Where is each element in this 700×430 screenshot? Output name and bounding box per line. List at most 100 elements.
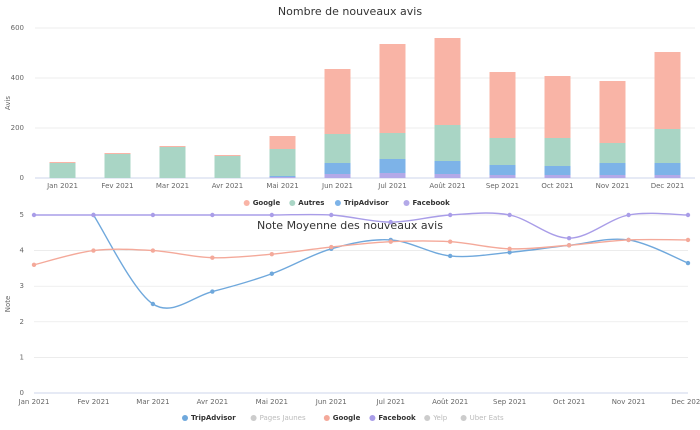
x-tick-label: Jul 2021	[377, 182, 407, 190]
point	[150, 248, 156, 253]
point	[507, 246, 512, 252]
bar-segment	[324, 134, 351, 163]
bar-segment	[159, 147, 186, 178]
bar-segment	[324, 69, 351, 134]
legend-swatch	[369, 415, 376, 421]
point	[210, 212, 215, 218]
point	[685, 260, 691, 266]
x-tick-label: Sep 2021	[486, 182, 519, 190]
legend-label: Google	[333, 414, 361, 422]
chart-title: Nombre de nouveaux avis	[278, 5, 422, 18]
x-tick-label: Oct 2021	[541, 182, 573, 190]
bar-segment	[214, 155, 241, 156]
bar-segment	[379, 173, 406, 178]
x-tick-label: Nov 2021	[596, 182, 630, 190]
point	[685, 237, 691, 243]
bar-segment	[269, 136, 296, 149]
y-tick-label: 0	[20, 389, 24, 397]
bar-segment	[434, 38, 461, 125]
bar-segment	[49, 162, 76, 163]
bar-segment	[599, 163, 626, 175]
series-line	[34, 212, 689, 239]
x-tick-label: Avr 2021	[197, 398, 228, 406]
bar-segment	[599, 175, 626, 178]
series-line	[92, 214, 689, 309]
x-tick-label: Jan 2021	[46, 182, 78, 190]
y-tick-label: 3	[20, 282, 24, 290]
bar-segment	[489, 175, 516, 178]
x-tick-label: Fev 2021	[101, 182, 133, 190]
point	[91, 248, 96, 253]
legend-label: Yelp	[432, 414, 448, 422]
point	[269, 212, 275, 218]
point	[91, 212, 96, 218]
bar-segment	[544, 76, 571, 138]
point	[329, 244, 334, 250]
x-tick-label: Fev 2021	[77, 398, 109, 406]
legend-label: TripAdvisor	[191, 414, 236, 422]
y-axis-label: Note	[4, 296, 12, 313]
bar-segment	[324, 174, 351, 178]
x-tick-label: Sep 2021	[493, 398, 526, 406]
legend-swatch	[182, 415, 188, 421]
bar-segment	[159, 146, 186, 147]
x-tick-label: Mar 2021	[136, 398, 169, 406]
point	[447, 239, 453, 244]
bar-segment	[654, 52, 681, 129]
y-tick-label: 5	[20, 211, 24, 219]
x-tick-label: Jul 2021	[375, 398, 405, 406]
point	[329, 212, 334, 218]
point	[626, 212, 631, 218]
y-tick-label: 2	[20, 318, 24, 326]
bar-segment	[434, 125, 461, 161]
bar-segment	[379, 133, 406, 159]
y-tick-label: 4	[20, 247, 25, 255]
bar-segment	[324, 163, 351, 174]
x-tick-label: Jan 2021	[18, 398, 50, 406]
y-axis-label: Avis	[4, 96, 12, 110]
point	[210, 255, 215, 260]
x-tick-label: Mar 2021	[156, 182, 189, 190]
x-tick-label: Août 2021	[429, 182, 465, 190]
bar-segment	[214, 156, 241, 178]
x-tick-label: Oct 2021	[553, 398, 585, 406]
legend-label: Facebook	[413, 199, 451, 207]
y-tick-label: 0	[20, 174, 24, 182]
legend-label: Pages Jaunes	[260, 414, 306, 422]
legend-swatch	[323, 415, 330, 421]
x-tick-label: Mai 2021	[256, 398, 288, 406]
chart-title: Note Moyenne des nouveaux avis	[257, 219, 443, 232]
point	[388, 239, 393, 244]
x-tick-label: Dec 2021	[651, 182, 685, 190]
bar-segment	[104, 153, 131, 154]
point	[210, 289, 215, 294]
x-tick-label: Mai 2021	[266, 182, 298, 190]
series-line	[33, 238, 689, 266]
x-tick-label: Nov 2021	[612, 398, 646, 406]
point	[507, 250, 512, 255]
legend-label: Facebook	[378, 414, 416, 422]
bar-segment	[489, 72, 516, 138]
legend-swatch	[289, 200, 296, 206]
bar-segment	[599, 81, 626, 143]
y-tick-label: 400	[11, 74, 24, 82]
point	[150, 301, 156, 307]
bar-segment	[379, 44, 406, 133]
y-tick-label: 600	[11, 24, 24, 32]
point	[447, 212, 453, 218]
legend-swatch	[403, 200, 410, 206]
point	[566, 243, 572, 248]
point	[388, 219, 393, 225]
point	[507, 212, 512, 218]
legend-swatch	[460, 415, 467, 421]
legend-swatch	[243, 200, 250, 206]
bar-segment	[379, 159, 406, 173]
point	[566, 235, 572, 241]
bar-segment	[49, 163, 76, 178]
bar-segment	[654, 163, 681, 175]
point	[31, 212, 37, 218]
bar-segment	[599, 143, 626, 163]
bar-segment	[544, 138, 571, 166]
x-tick-label: Août 2021	[432, 398, 468, 406]
